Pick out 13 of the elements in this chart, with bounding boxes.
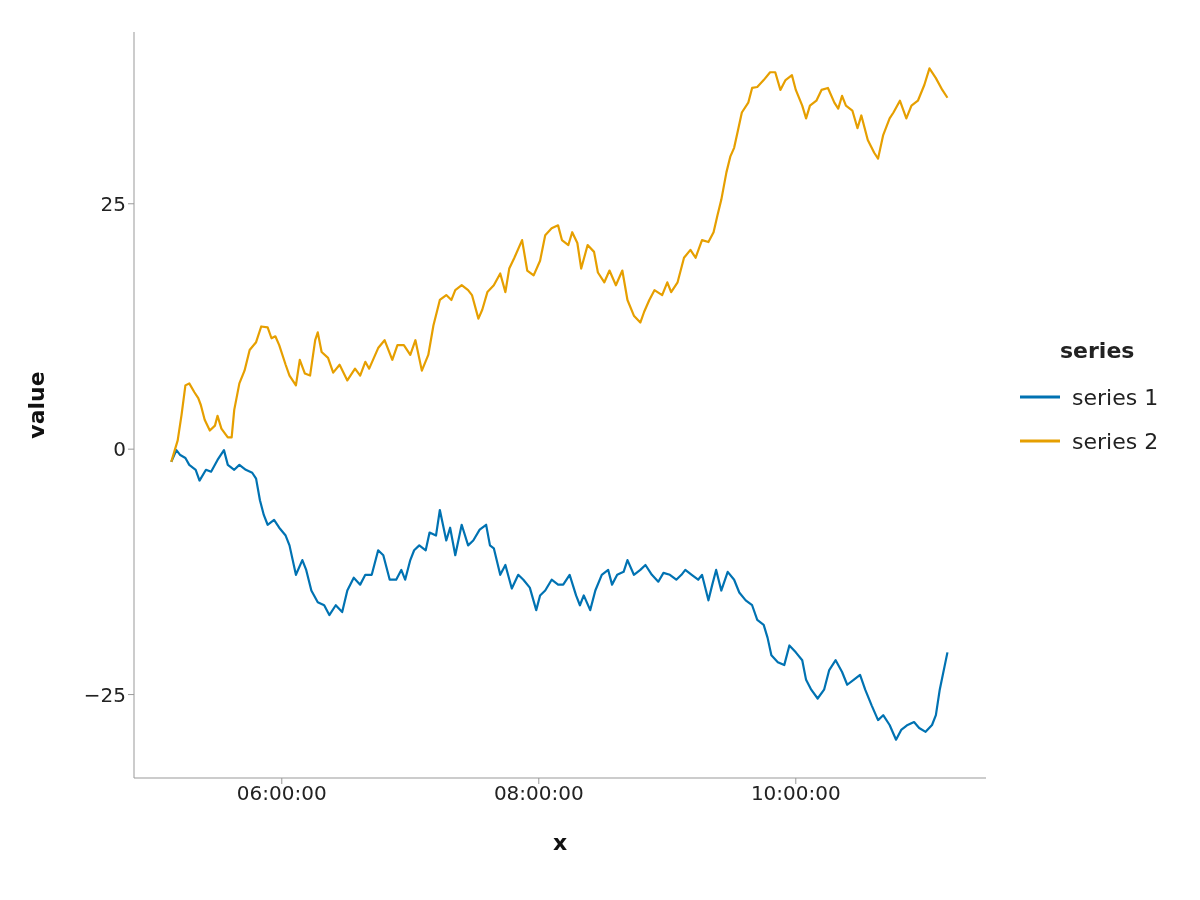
legend-label: series 1 <box>1072 384 1159 410</box>
x-axis-title: x <box>552 830 568 855</box>
y-tick-label: −25 <box>83 682 126 707</box>
x-tick-label: 06:00:00 <box>236 781 327 806</box>
x-tick-label: 08:00:00 <box>493 781 584 806</box>
legend-title: series <box>1060 338 1136 363</box>
legend-label: series 2 <box>1072 428 1159 454</box>
line-series <box>170 67 949 464</box>
y-tick-label: 25 <box>100 191 126 216</box>
x-tick-label: 10:00:00 <box>750 781 841 806</box>
y-axis-title: value <box>23 371 49 439</box>
line-series <box>170 449 949 741</box>
y-tick-label: 0 <box>113 437 126 462</box>
